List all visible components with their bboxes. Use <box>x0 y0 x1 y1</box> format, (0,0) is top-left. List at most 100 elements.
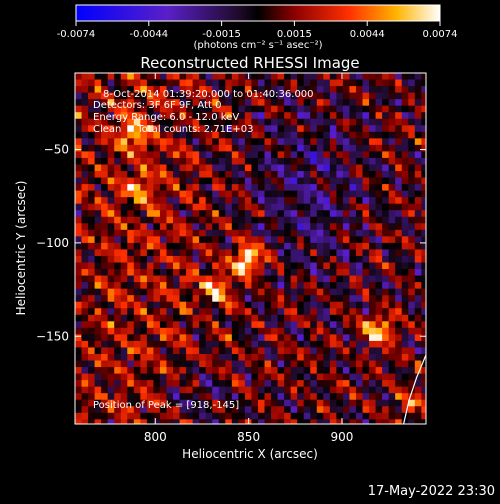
heatmap-cell <box>310 340 318 349</box>
heatmap-cell <box>388 131 396 139</box>
heatmap-cell <box>297 131 305 139</box>
heatmap-cell <box>277 373 285 381</box>
heatmap-cell <box>382 301 390 309</box>
heatmap-cell <box>244 262 253 270</box>
heatmap-cell <box>225 138 233 146</box>
heatmap-cell <box>127 327 135 335</box>
heatmap-cell <box>179 203 187 211</box>
heatmap-cell <box>277 79 285 87</box>
heatmap-cell <box>107 308 115 316</box>
heatmap-cell <box>323 171 331 179</box>
heatmap-cell <box>225 151 233 159</box>
heatmap-cell <box>179 242 187 251</box>
heatmap-cell <box>382 386 390 394</box>
heatmap-cell <box>192 112 200 120</box>
heatmap-cell <box>140 157 148 166</box>
heatmap-cell <box>271 412 279 420</box>
heatmap-cell <box>218 255 226 264</box>
heatmap-cell <box>277 393 285 401</box>
heatmap-cell <box>336 131 344 139</box>
heatmap-cell <box>244 373 253 381</box>
heatmap-cell <box>303 190 311 198</box>
heatmap-cell <box>107 79 115 87</box>
heatmap-cell <box>336 419 344 424</box>
heatmap-cell <box>271 327 279 335</box>
heatmap-cell <box>199 262 207 270</box>
heatmap-cell <box>75 236 83 244</box>
heatmap-cell <box>218 269 226 277</box>
heatmap-cell <box>133 373 141 381</box>
heatmap-cell <box>395 255 403 264</box>
heatmap-cell <box>173 131 181 139</box>
heatmap-cell <box>146 197 155 205</box>
heatmap-cell <box>277 125 285 133</box>
heatmap-cell <box>133 223 141 231</box>
heatmap-cell <box>388 190 396 198</box>
heatmap-cell <box>336 210 344 218</box>
heatmap-cell <box>375 314 383 322</box>
heatmap-cell <box>88 236 96 244</box>
heatmap-cell <box>81 105 89 113</box>
heatmap-cell <box>375 321 383 329</box>
heatmap-cell <box>88 118 96 126</box>
heatmap-cell <box>382 262 390 270</box>
heatmap-cell <box>369 301 377 309</box>
heatmap-cell <box>231 386 239 394</box>
heatmap-cell <box>257 406 266 414</box>
heatmap-cell <box>310 73 318 81</box>
heatmap-cell <box>205 301 213 309</box>
heatmap-cell <box>382 295 390 303</box>
heatmap-cell <box>264 92 272 100</box>
heatmap-cell <box>336 367 344 375</box>
heatmap-cell <box>323 386 331 394</box>
heatmap-cell <box>329 301 337 309</box>
heatmap-cell <box>414 151 422 159</box>
heatmap-cell <box>316 229 324 237</box>
heatmap-cell <box>114 242 122 251</box>
heatmap-cell <box>192 138 200 146</box>
heatmap-cell <box>173 125 181 133</box>
heatmap-cell <box>179 112 187 120</box>
heatmap-cell <box>271 177 279 185</box>
heatmap-cell <box>212 190 220 198</box>
heatmap-cell <box>382 184 390 192</box>
heatmap-cell <box>316 125 324 133</box>
heatmap-cell <box>316 131 324 139</box>
heatmap-cell <box>303 99 311 107</box>
heatmap-cell <box>218 203 226 211</box>
heatmap-cell <box>251 131 259 139</box>
heatmap-cell <box>107 367 115 375</box>
heatmap-cell <box>414 164 422 172</box>
heatmap-cell <box>140 406 148 414</box>
heatmap-cell <box>251 334 259 342</box>
colorbar-tick-label: -0.0074 <box>57 29 96 40</box>
heatmap-cell <box>140 314 148 322</box>
heatmap-cell <box>166 112 174 120</box>
heatmap-cell <box>153 203 161 211</box>
heatmap-cell <box>94 184 102 192</box>
heatmap-cell <box>401 327 409 335</box>
heatmap-cell <box>257 197 266 205</box>
heatmap-cell <box>271 406 279 414</box>
heatmap-cell <box>336 112 344 120</box>
heatmap-cell <box>140 288 148 296</box>
heatmap-cell <box>388 412 396 420</box>
heatmap-cell <box>173 262 181 270</box>
heatmap-cell <box>107 144 115 153</box>
heatmap-cell <box>179 73 187 81</box>
heatmap-cell <box>297 360 305 368</box>
heatmap-cell <box>127 301 135 309</box>
heatmap-cell <box>192 177 200 185</box>
heatmap-cell <box>94 380 102 388</box>
heatmap-cell <box>342 125 351 133</box>
heatmap-cell <box>401 249 409 257</box>
heatmap-cell <box>336 406 344 414</box>
heatmap-cell <box>257 184 266 192</box>
heatmap-cell <box>159 210 168 218</box>
heatmap-cell <box>290 412 298 420</box>
heatmap-cell <box>140 138 148 146</box>
heatmap-cell <box>225 360 233 368</box>
heatmap-cell <box>290 79 298 87</box>
heatmap-cell <box>362 321 370 329</box>
heatmap-cell <box>401 269 409 277</box>
